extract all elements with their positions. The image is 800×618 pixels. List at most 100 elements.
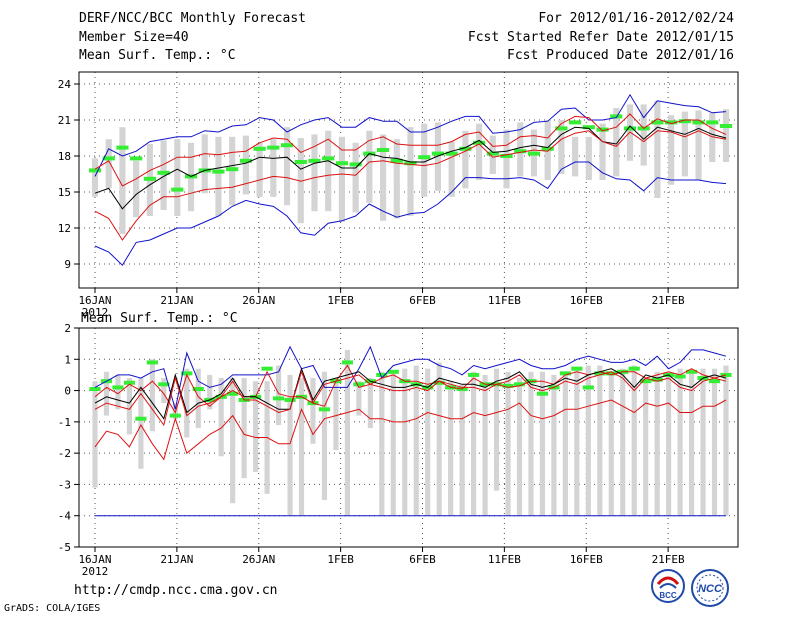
median-marker — [322, 156, 335, 161]
chart-title: DERF/NCC/BCC Monthly Forecast — [79, 11, 306, 26]
spread-box — [366, 130, 373, 203]
median-marker — [594, 371, 606, 376]
spread-box — [352, 142, 359, 213]
median-marker — [500, 154, 513, 158]
grads-credit: GrADS: COLA/IGES — [4, 603, 101, 614]
spread-box — [402, 368, 408, 516]
spread-box — [367, 378, 373, 429]
spread-box — [287, 374, 293, 516]
spread-box — [471, 371, 477, 516]
spread-box — [393, 139, 400, 219]
median-marker — [226, 167, 239, 172]
median-marker — [692, 120, 705, 125]
y-tick-label: 1 — [64, 353, 71, 366]
median-marker — [253, 146, 266, 151]
median-marker — [158, 382, 170, 387]
x-tick-label: 16FEB — [570, 294, 603, 307]
median-marker — [353, 382, 365, 387]
spread-box — [333, 378, 339, 451]
spread-box — [459, 384, 465, 516]
spread-box — [434, 122, 442, 191]
median-marker — [284, 397, 296, 402]
bcc-logo-text: BCC — [659, 591, 677, 600]
median-marker — [157, 170, 170, 175]
median-marker — [513, 382, 526, 387]
spread-box — [711, 368, 718, 516]
median-marker — [169, 413, 181, 418]
spread-box — [356, 381, 362, 416]
median-marker — [678, 119, 691, 124]
x-tick-label: 21JAN — [160, 294, 193, 307]
spread-box — [241, 378, 247, 479]
median-marker — [628, 366, 640, 371]
spread-box — [643, 378, 649, 516]
x-tick-label: 21FEB — [652, 294, 685, 307]
spread-box — [572, 136, 579, 177]
median-marker — [261, 366, 273, 371]
median-marker — [433, 380, 445, 385]
x-tick-label: 26JAN — [242, 553, 275, 566]
series-line-lower-band — [94, 130, 727, 241]
spread-box — [325, 130, 332, 212]
spread-box — [119, 127, 126, 234]
median-marker — [335, 161, 348, 166]
x-tick-label: 6FEB — [409, 294, 436, 307]
median-marker — [582, 385, 594, 390]
median-marker — [192, 387, 204, 392]
spread-box — [311, 134, 318, 212]
series-line-upper-band — [94, 113, 727, 187]
median-marker — [623, 126, 637, 131]
median-marker — [468, 372, 480, 377]
x-tick-label: 21JAN — [160, 553, 193, 566]
y-tick-label: 9 — [64, 258, 71, 271]
spread-box — [448, 381, 454, 516]
x-tick-label: 16JAN — [78, 294, 111, 307]
spread-box — [174, 139, 181, 216]
median-marker — [123, 380, 135, 385]
spread-box — [482, 374, 488, 516]
median-marker — [418, 155, 431, 160]
series-line-ensemble-min — [94, 161, 727, 266]
x-tick-label: 26JAN — [242, 294, 275, 307]
median-marker — [569, 120, 582, 125]
median-marker — [582, 125, 595, 130]
spread-box — [528, 371, 534, 516]
chart-panel-2: -5 -4 -3 -2 -1 0 1 2 16JAN 21JAN 26JAN 1FEB 6FEB 11FE… — [58, 322, 739, 578]
median-marker — [272, 396, 285, 401]
spread-box — [275, 365, 282, 425]
median-marker — [686, 369, 698, 374]
median-marker — [665, 120, 678, 125]
source-url-link[interactable]: http://cmdp.ncc.cma.gov.cn — [74, 583, 278, 598]
y-tick-label: -2 — [58, 447, 71, 460]
median-marker — [404, 161, 417, 166]
spread-box — [379, 371, 385, 516]
spread-box — [270, 139, 277, 197]
median-marker — [459, 146, 472, 151]
spread-box — [138, 378, 144, 469]
variable-label: Mean Surf. Temp.: °C — [79, 48, 236, 63]
median-marker — [651, 377, 663, 382]
spread-box — [215, 136, 222, 216]
series-line-ensemble-max — [94, 93, 727, 177]
spread-box — [476, 123, 483, 180]
plot-frame — [78, 327, 739, 548]
x-tick-label: 1FEB — [327, 553, 354, 566]
spread-box — [493, 368, 500, 491]
spread-box — [321, 371, 328, 501]
spread-box — [379, 134, 387, 221]
x-year-label: 2012 — [82, 565, 109, 578]
series-line-ensemble-mean — [94, 367, 727, 420]
spread-box — [126, 378, 132, 435]
median-marker — [473, 140, 486, 145]
spread-box — [585, 136, 592, 180]
median-marker — [294, 160, 307, 164]
y-tick-label: -5 — [58, 541, 71, 554]
spread-box — [709, 112, 716, 162]
spread-box — [310, 378, 316, 444]
median-marker — [135, 416, 147, 421]
spread-box — [681, 111, 688, 177]
series-line-ensemble-max — [94, 345, 727, 410]
spread-box — [448, 141, 455, 197]
spread-box — [631, 365, 637, 516]
median-marker — [708, 379, 721, 384]
